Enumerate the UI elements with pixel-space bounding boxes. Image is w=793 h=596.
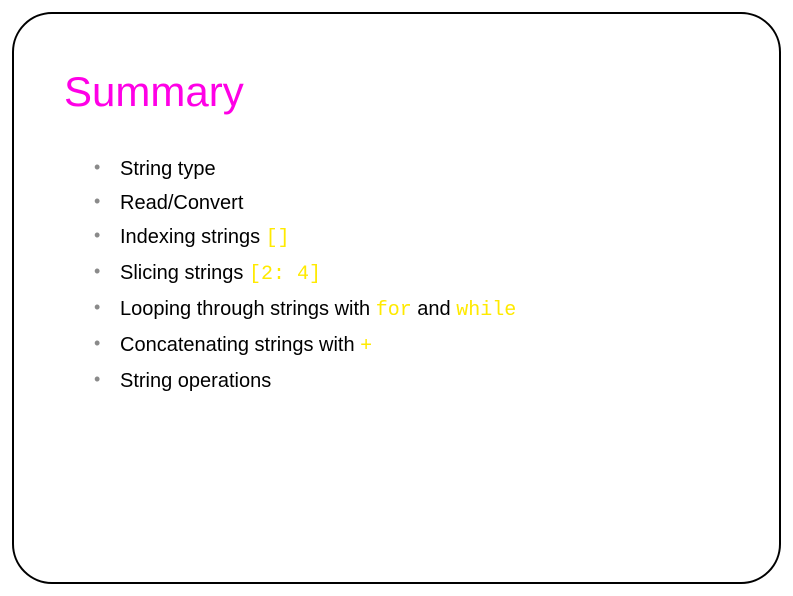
list-item: Slicing strings [2: 4] bbox=[94, 257, 729, 291]
item-text: String type bbox=[120, 158, 216, 180]
item-text: Slicing strings bbox=[120, 262, 249, 284]
code-highlight: [] bbox=[266, 227, 290, 250]
slide-title: Summary bbox=[64, 69, 729, 115]
code-highlight: + bbox=[360, 335, 372, 358]
list-item: Looping through strings with for and whi… bbox=[94, 293, 729, 327]
slide-frame: Summary String type Read/Convert Indexin… bbox=[12, 12, 781, 584]
code-highlight: [2: 4] bbox=[249, 263, 321, 286]
list-item: Indexing strings [] bbox=[94, 221, 729, 255]
code-highlight: while bbox=[456, 299, 516, 322]
item-text: Looping through strings with bbox=[120, 298, 376, 320]
list-item: String type bbox=[94, 153, 729, 185]
bullet-list: String type Read/Convert Indexing string… bbox=[64, 153, 729, 397]
list-item: Concatenating strings with + bbox=[94, 329, 729, 363]
code-highlight: for bbox=[376, 299, 412, 322]
list-item: String operations bbox=[94, 365, 729, 397]
item-text: String operations bbox=[120, 370, 271, 392]
item-text: Read/Convert bbox=[120, 192, 243, 214]
item-text: Concatenating strings with bbox=[120, 334, 360, 356]
item-text: and bbox=[412, 298, 456, 320]
list-item: Read/Convert bbox=[94, 187, 729, 219]
item-text: Indexing strings bbox=[120, 226, 266, 248]
